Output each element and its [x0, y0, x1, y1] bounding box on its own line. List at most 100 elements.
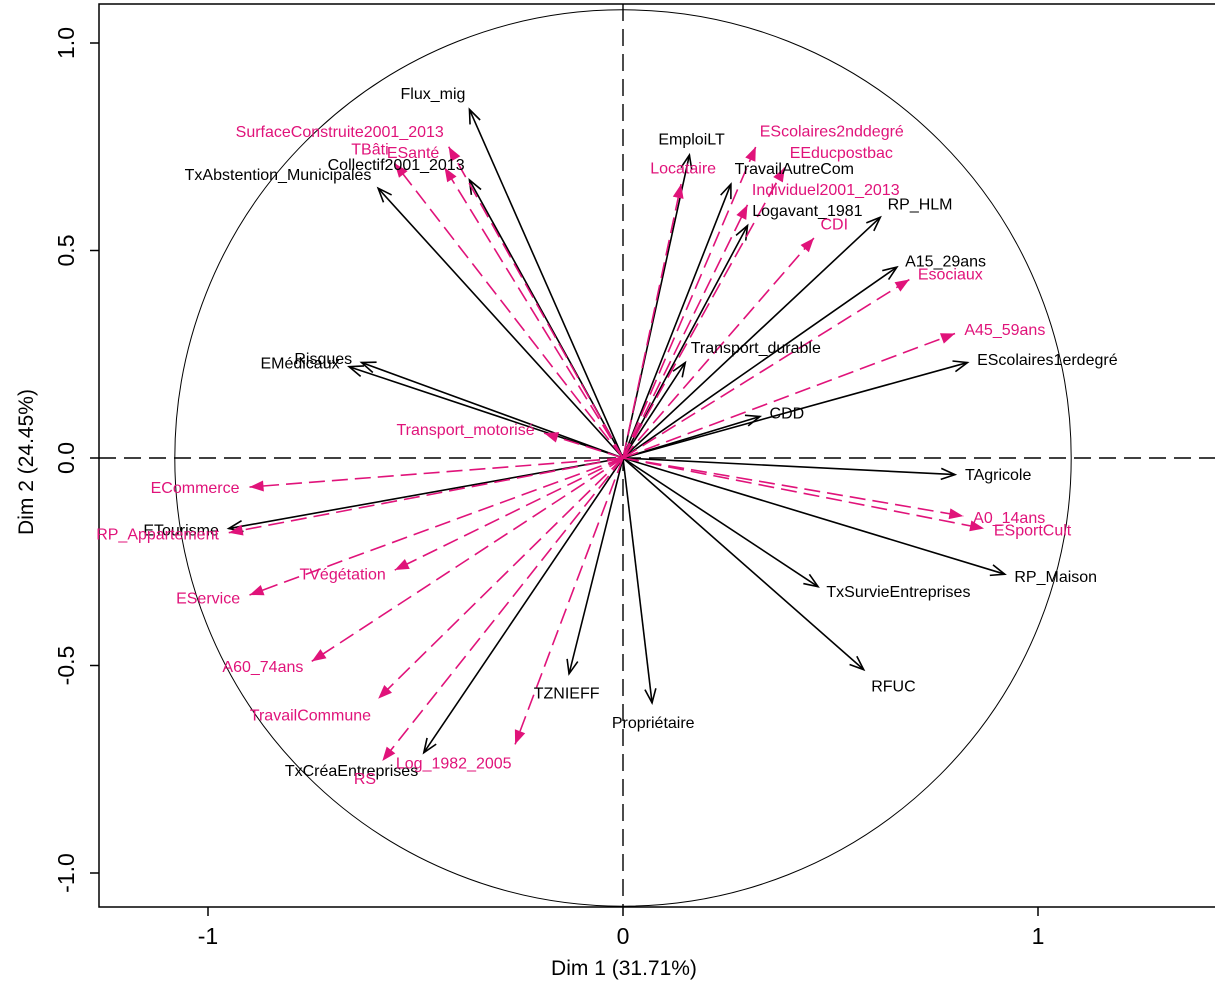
variable-arrow — [394, 162, 624, 459]
variable-label: Flux_mig — [401, 86, 466, 103]
arrow-shaft — [622, 415, 761, 459]
arrow-shaft — [311, 457, 624, 663]
arrow-shaft — [361, 361, 624, 459]
variable-label: Transport_durable — [691, 340, 821, 357]
variable-label: Logavant_1981 — [752, 203, 862, 220]
variable-label: Log_1982_2005 — [396, 756, 512, 773]
variable-label: TxSurvieEntreprises — [826, 584, 970, 601]
arrow-head — [544, 432, 560, 443]
arrow-head — [514, 729, 526, 745]
arrow-head — [803, 573, 820, 588]
arrow-shaft — [468, 109, 624, 459]
arrow-head — [773, 167, 785, 183]
variable-arrow — [622, 265, 899, 459]
arrow-shaft — [381, 457, 624, 762]
arrow-shaft — [622, 457, 819, 588]
arrow-shaft — [543, 432, 624, 459]
arrow-shaft — [377, 187, 624, 459]
arrow-shaft — [514, 457, 624, 745]
arrow-shaft — [622, 457, 865, 671]
arrow-head — [359, 361, 377, 374]
arrow-shaft — [622, 457, 985, 530]
arrow-head — [720, 182, 732, 200]
variable-arrow — [422, 457, 624, 755]
arrow-head — [744, 414, 763, 427]
arrow-shaft — [228, 457, 624, 534]
variable-label: TravailAutreCom — [735, 161, 854, 178]
arrow-head — [969, 520, 985, 532]
variable-label: EmploiLT — [658, 131, 725, 148]
arrow-head — [952, 360, 970, 373]
arrow-shaft — [622, 362, 686, 459]
arrow-shaft — [622, 457, 1006, 575]
variable-arrow — [622, 457, 657, 706]
variable-arrows — [226, 107, 1007, 762]
variable-label: RP_HLM — [888, 196, 953, 213]
variable-arrow — [514, 457, 624, 745]
variable-arrow — [622, 457, 866, 672]
variable-label: Individuel2001_2013 — [752, 182, 900, 199]
variable-arrow — [376, 186, 624, 459]
variable-label: A60_74ans — [222, 659, 303, 676]
variable-arrow — [622, 167, 786, 459]
variable-label: A15_29ans — [905, 253, 986, 270]
x-tick-label: 0 — [617, 923, 630, 949]
variable-label: A45_59ans — [964, 322, 1045, 339]
variable-label: EMédicaux — [260, 356, 339, 373]
variable-label: CDD — [770, 406, 805, 423]
arrow-shaft — [622, 457, 956, 476]
arrow-head — [228, 524, 244, 536]
x-axis-title: Dim 1 (31.71%) — [551, 957, 697, 980]
arrow-head — [444, 167, 457, 183]
arrow-shaft — [622, 183, 732, 459]
variable-labels: Flux_mig Collectif2001_2013TxAbstention_M… — [96, 86, 1118, 788]
arrow-head — [249, 584, 265, 596]
variable-arrow — [377, 457, 624, 700]
plot-border — [98, 3, 1215, 908]
variable-arrow — [622, 457, 958, 481]
variable-arrow — [622, 204, 749, 459]
variable-label: EService — [176, 590, 240, 607]
arrow-head — [311, 649, 327, 662]
variable-arrow — [622, 183, 684, 459]
variable-arrow — [622, 360, 687, 459]
arrow-head — [394, 163, 408, 178]
arrow-head — [940, 467, 958, 481]
variable-label: TAgricole — [965, 467, 1031, 484]
variable-label: ESanté — [387, 145, 440, 162]
variable-label: ESportCult — [994, 522, 1072, 539]
arrow-shaft — [622, 457, 964, 517]
variable-arrow — [622, 332, 956, 459]
arrow-shaft — [622, 278, 910, 459]
arrow-shaft — [443, 167, 624, 459]
variable-arrow — [622, 146, 757, 459]
arrow-head — [468, 178, 482, 195]
arrow-head — [378, 684, 392, 699]
arrow-shaft — [622, 146, 757, 459]
arrow-shaft — [394, 457, 624, 571]
variable-label: TVégétation — [299, 566, 385, 583]
variable-label: RS — [354, 771, 376, 788]
y-axis: -1.0 -0.5 0.0 0.5 1.0 — [53, 27, 99, 893]
arrow-shaft — [249, 457, 624, 488]
y-axis-title: Dim 2 (24.45%) — [15, 389, 38, 535]
arrow-head — [736, 204, 748, 220]
variable-label: EEducpostbac — [790, 145, 893, 162]
variable-label: RP_Maison — [1014, 569, 1097, 586]
y-tick-label: -0.5 — [53, 646, 79, 686]
variable-arrow — [249, 457, 624, 492]
arrow-shaft — [622, 266, 898, 459]
y-tick-label: 0.5 — [53, 235, 79, 267]
arrow-head — [448, 146, 461, 162]
variable-arrow — [622, 457, 964, 520]
arrow-shaft — [394, 162, 624, 459]
variable-label: EScolaires1erdegré — [977, 352, 1118, 369]
variable-label: Locataire — [650, 160, 716, 177]
arrow-head — [347, 365, 365, 377]
arrow-head — [422, 737, 437, 755]
arrow-shaft — [622, 237, 815, 459]
variable-arrow — [622, 182, 732, 459]
arrow-shaft — [228, 457, 624, 530]
y-tick-label: 0.0 — [53, 442, 79, 474]
variable-arrow — [394, 457, 624, 571]
